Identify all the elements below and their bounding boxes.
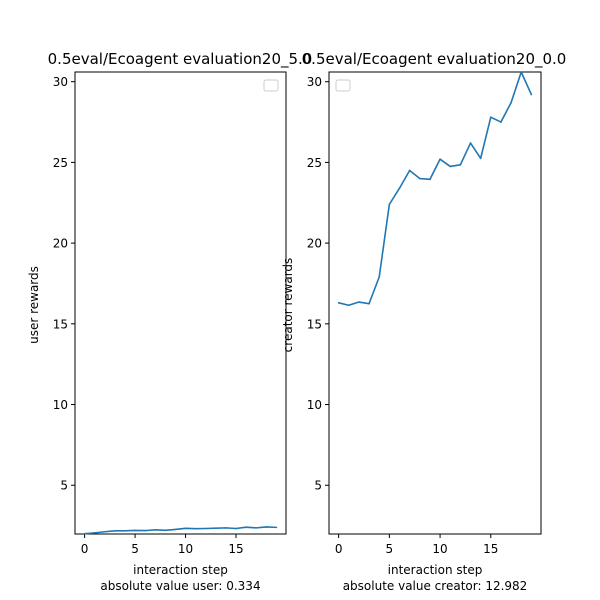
x-axis-label: interaction step [388, 563, 483, 577]
data-point [347, 304, 350, 307]
y-tick-label: 25 [307, 156, 322, 170]
data-point [530, 93, 533, 96]
x-axis-label: interaction step [133, 563, 228, 577]
plot-frame [74, 71, 287, 535]
data-point [510, 101, 512, 104]
data-point [164, 529, 167, 532]
data-point [459, 164, 462, 166]
data-point [215, 527, 217, 529]
x-tick-label: 15 [228, 542, 243, 556]
data-point [184, 527, 187, 530]
data-point [275, 526, 278, 529]
data-point [358, 301, 360, 303]
data-point [449, 165, 452, 168]
x-tick-label: 15 [483, 542, 498, 556]
data-point [225, 527, 227, 529]
data-point [337, 302, 340, 304]
x-tick-label: 5 [386, 542, 394, 556]
data-point [154, 529, 157, 531]
data-point [255, 527, 258, 529]
x-tick-label: 0 [81, 542, 89, 556]
data-point [378, 276, 381, 278]
y-tick-label: 20 [53, 237, 68, 251]
data-point [114, 529, 116, 532]
series-line [84, 526, 277, 535]
chart-title: 0.5eval/Ecoagent evaluation20_0.0 [302, 50, 567, 69]
data-point [418, 177, 421, 180]
creator-rewards-chart: 0 5 10 15 5 10 15 20 25 30 0.5eval/Ecoagent evalua… [281, 50, 566, 593]
data-point [144, 529, 146, 532]
y-tick-label: 15 [307, 317, 322, 331]
y-axis-label: creator rewards [281, 258, 295, 353]
data-point [469, 142, 472, 144]
data-point [204, 527, 207, 530]
y-tick-label: 10 [307, 398, 322, 412]
user-rewards-chart: 0 5 10 15 5 10 15 20 25 30 0.5eval/Ecoagent evalua… [27, 50, 312, 593]
absolute-value-caption: absolute value user: 0.334 [100, 579, 260, 593]
x-tick-label: 10 [178, 542, 193, 556]
data-point [174, 528, 177, 531]
data-point [368, 302, 370, 305]
chart-title: 0.5eval/Ecoagent evaluation20_5.0 [48, 50, 313, 69]
y-axis-label: user rewards [27, 266, 41, 344]
data-point [235, 527, 237, 530]
x-tick-label: 5 [131, 542, 139, 556]
y-tick-label: 10 [53, 398, 68, 412]
x-tick-label: 0 [335, 542, 343, 556]
absolute-value-caption: absolute value creator: 12.982 [343, 579, 528, 593]
data-point [388, 203, 391, 206]
y-tick-label: 30 [53, 75, 68, 89]
data-point [194, 527, 197, 530]
data-point [245, 526, 247, 529]
data-point [408, 169, 411, 172]
data-point [489, 116, 492, 118]
data-point [500, 121, 502, 123]
y-tick-label: 25 [53, 156, 68, 170]
legend-box [263, 79, 279, 92]
x-tick-label: 10 [432, 542, 447, 556]
series-line [338, 71, 533, 307]
data-point [265, 526, 268, 528]
data-point [520, 71, 523, 73]
data-point [398, 187, 401, 190]
data-point [93, 532, 96, 534]
data-point [134, 529, 136, 532]
y-tick-label: 30 [307, 75, 322, 89]
data-point [479, 157, 482, 160]
data-point [103, 530, 106, 533]
legend-box [335, 79, 351, 92]
y-tick-label: 20 [307, 237, 322, 251]
y-tick-label: 5 [314, 479, 322, 493]
y-tick-label: 15 [53, 317, 68, 331]
data-point [429, 178, 431, 181]
data-point [124, 529, 126, 532]
data-point [83, 532, 86, 535]
data-point [439, 158, 441, 160]
y-tick-label: 5 [60, 479, 68, 493]
